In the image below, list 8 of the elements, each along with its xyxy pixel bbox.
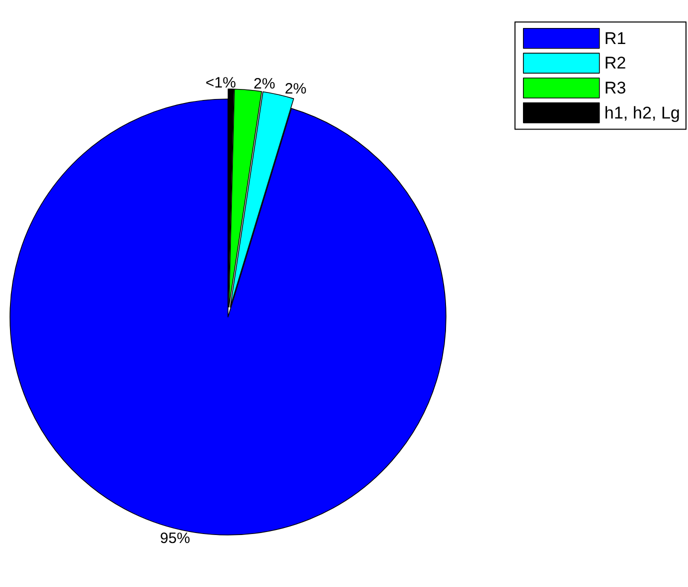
legend-label: R1: [604, 28, 626, 48]
data-label: 2%: [284, 80, 306, 98]
data-label: 95%: [160, 530, 190, 548]
legend-label: h1, h2, Lg: [604, 103, 680, 122]
data-label: <1%: [205, 74, 236, 92]
legend-label: R3: [604, 78, 626, 98]
legend-label: R2: [604, 54, 626, 73]
data-label: 2%: [254, 75, 276, 92]
